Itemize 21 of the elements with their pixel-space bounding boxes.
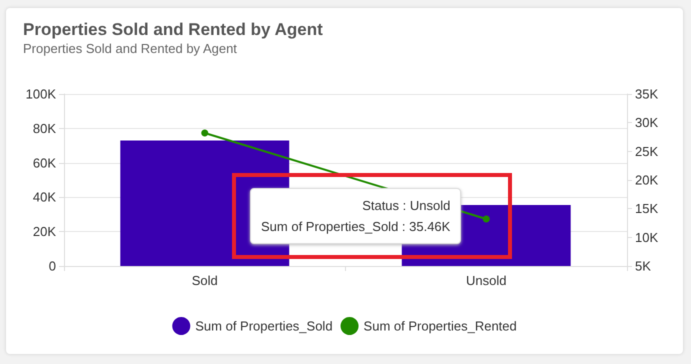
- y-tick-label: 60K: [32, 155, 56, 170]
- y2-tick-label: 15K: [635, 201, 658, 216]
- x-tick-label: Sold: [192, 273, 218, 288]
- y-tick-label: 100K: [26, 86, 56, 102]
- annotation: Status : Unsold: [361, 197, 450, 215]
- y2-tick-label: 20K: [635, 172, 658, 188]
- y-tick-label: 20K: [32, 224, 56, 240]
- y2-tick-label: 25K: [635, 144, 658, 159]
- legend-label: Sum of Properties_Sold: [195, 318, 333, 334]
- annotation: Sum of Properties_Sold : 35.46K: [261, 218, 450, 236]
- y-tick-label: 0: [48, 258, 56, 274]
- y2-tick-label: 10K: [635, 230, 658, 245]
- y-tick-label: 40K: [32, 190, 56, 205]
- y2-tick-label: 5K: [635, 258, 652, 274]
- x-tick-label: Unsold: [466, 273, 506, 288]
- y2-tick-label: 30K: [635, 115, 658, 130]
- legend-label: Sum of Properties_Rented: [364, 318, 517, 334]
- chart-subtitle: Properties Sold and Rented by Agent: [23, 41, 238, 56]
- chart-title: Properties Sold and Rented by Agent: [23, 20, 324, 39]
- y-tick-label: 80K: [32, 120, 56, 136]
- y2-tick-label: 35K: [635, 86, 658, 102]
